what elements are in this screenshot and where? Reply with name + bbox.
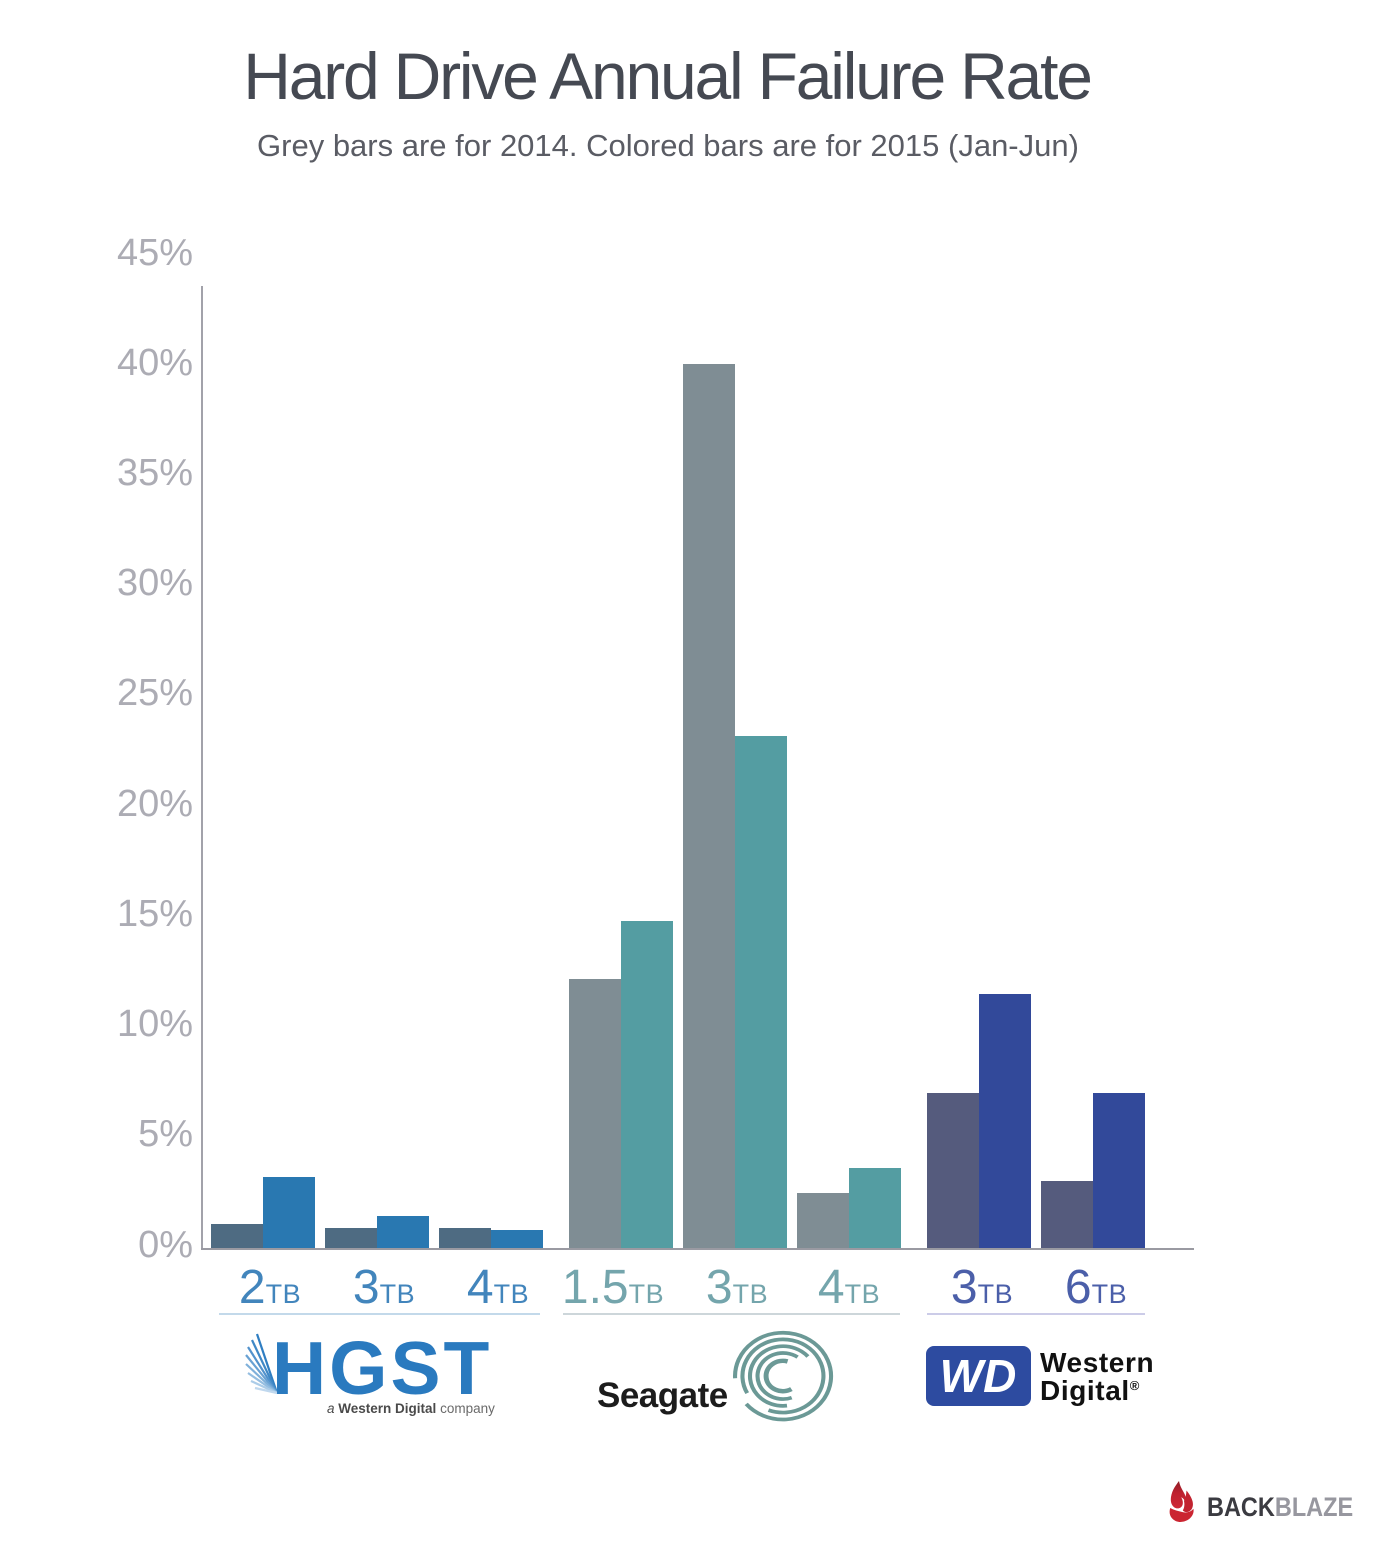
svg-text:WD: WD: [940, 1350, 1017, 1402]
